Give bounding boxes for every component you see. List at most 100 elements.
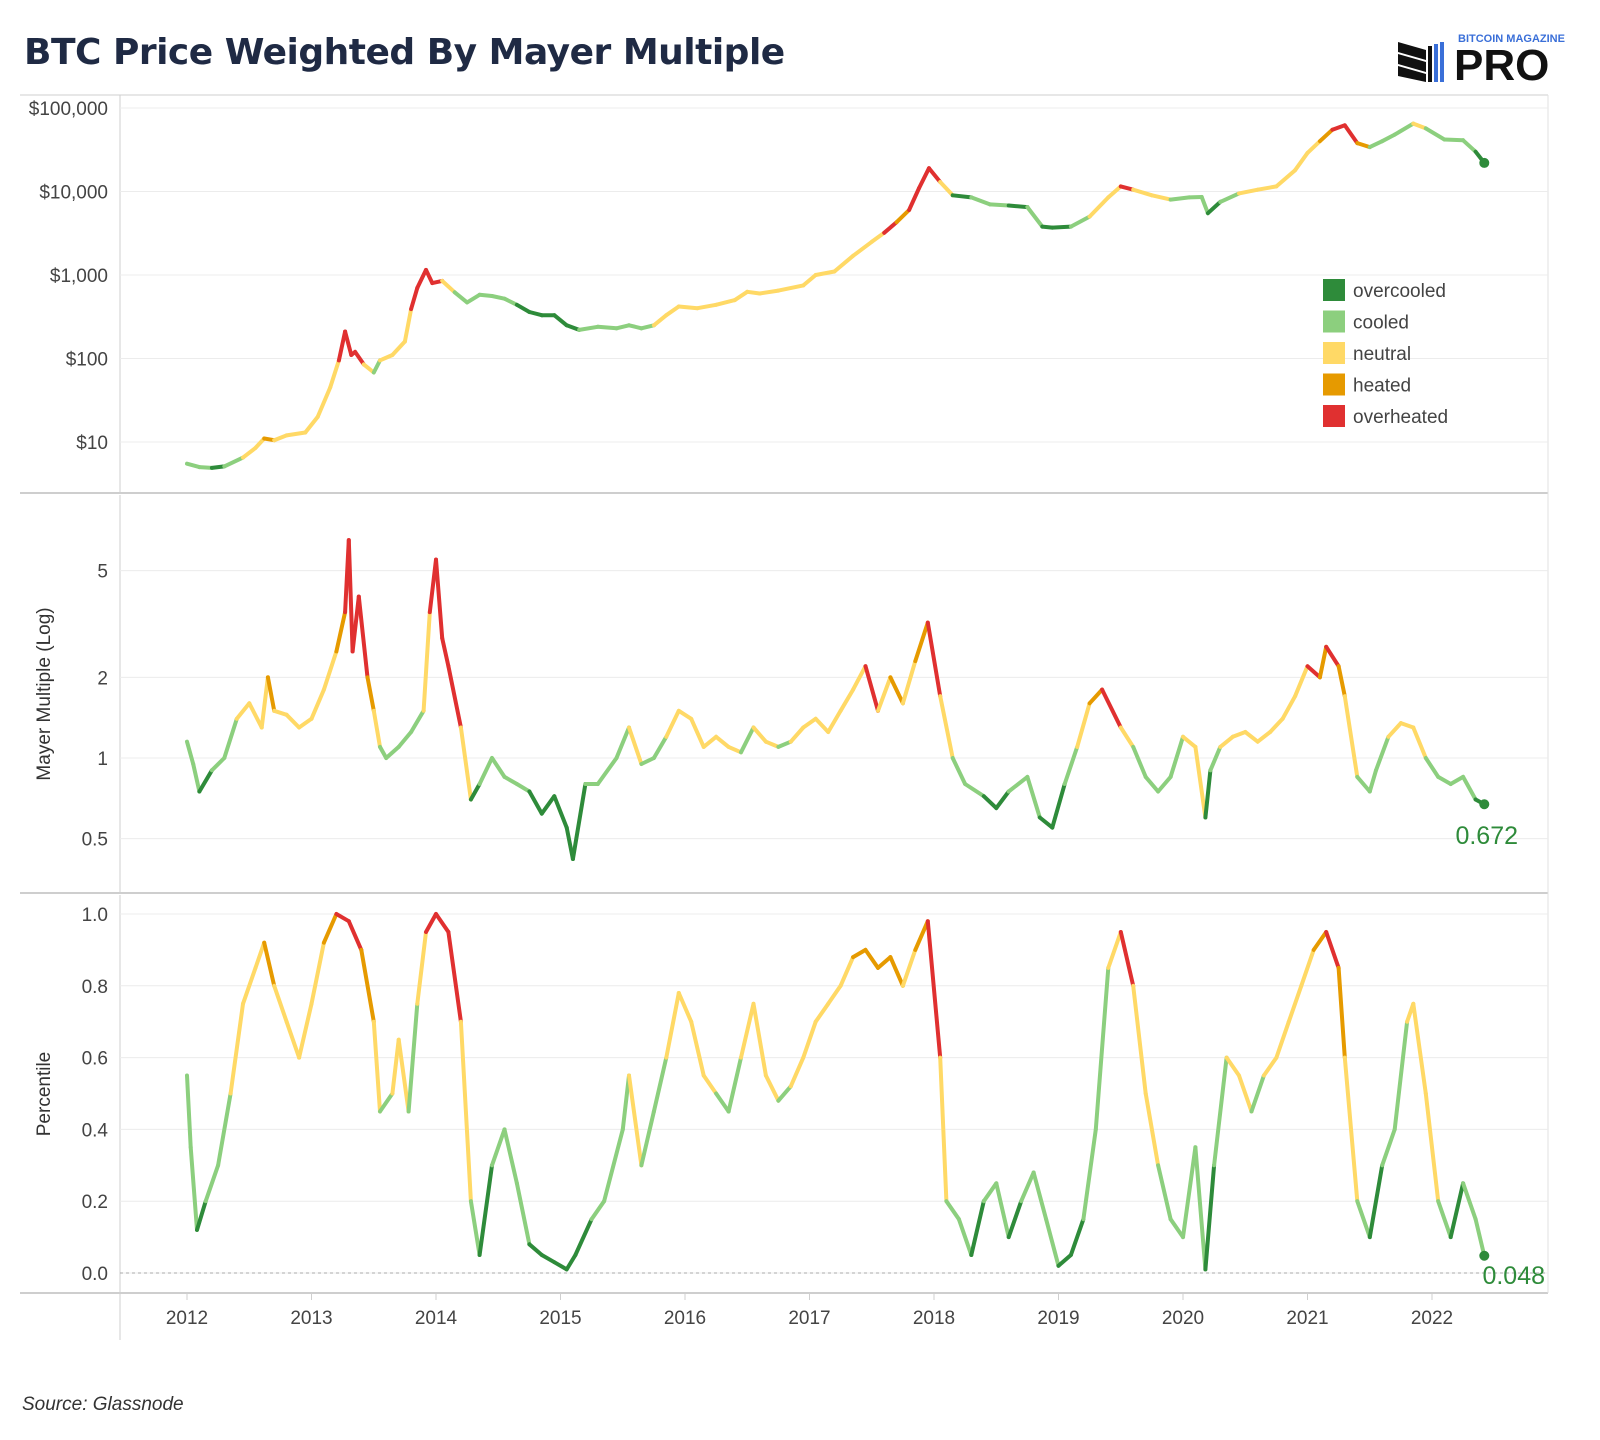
series-segment: [876, 955, 893, 970]
series-segment: [209, 464, 227, 470]
series-segment: [284, 712, 302, 730]
series-segment: [925, 919, 943, 1060]
series-segment: [639, 756, 656, 766]
series-segment: [390, 339, 407, 357]
series-segment: [272, 433, 289, 443]
series-segment: [1212, 1055, 1229, 1168]
series-segment: [1106, 930, 1123, 970]
series-segment: [1181, 1145, 1198, 1240]
series-segment: [788, 725, 806, 744]
series-segment: [402, 307, 414, 344]
x-tick-label: 2021: [1286, 1308, 1328, 1329]
series-segment: [1006, 203, 1030, 210]
series-segment: [695, 302, 719, 311]
series-segment: [384, 744, 401, 760]
x-tick-label: 2018: [913, 1308, 955, 1329]
series-segment: [776, 1084, 793, 1103]
series-segment: [1093, 965, 1111, 1132]
series-segment: [527, 310, 544, 318]
series-segment: [838, 955, 856, 988]
series-segment: [1473, 1217, 1487, 1258]
series-segment: [458, 725, 473, 802]
series-segment: [826, 983, 843, 1006]
logo-line1: BITCOIN MAGAZINE: [1458, 33, 1565, 45]
y-tick-label: $100,000: [29, 99, 108, 120]
x-tick-label: 2017: [788, 1308, 830, 1329]
series-segment: [1367, 768, 1378, 794]
series-segment: [365, 675, 376, 713]
series-segment: [994, 789, 1011, 811]
series-segment: [1386, 721, 1403, 739]
series-segment: [396, 730, 414, 749]
series-segment: [415, 267, 428, 290]
series-segment: [577, 324, 600, 332]
series-segment: [465, 292, 482, 305]
series-segment: [552, 794, 569, 830]
series-segment: [514, 302, 532, 314]
x-tick-label: 2014: [415, 1308, 458, 1329]
series-segment: [390, 1037, 401, 1096]
series-segment: [776, 283, 806, 293]
series-segment: [539, 1253, 557, 1265]
series-segment: [552, 1260, 569, 1272]
y-tick-label: $1,000: [50, 266, 108, 287]
series-segment: [714, 734, 731, 749]
series-segment: [527, 1242, 544, 1257]
series-segment: [371, 708, 382, 749]
series-segment: [1081, 1127, 1098, 1222]
series-segment: [1274, 1019, 1291, 1060]
series-segment: [1149, 193, 1173, 202]
series-segment: [1274, 168, 1298, 189]
series-segment: [1118, 930, 1136, 988]
series-segment: [216, 1091, 233, 1168]
series-segment: [838, 687, 856, 713]
x-tick-label: 2022: [1411, 1308, 1453, 1329]
x-tick-label: 2019: [1037, 1308, 1079, 1329]
series-segment: [315, 385, 333, 419]
series-segment: [564, 323, 582, 332]
series-segment: [1336, 965, 1347, 1060]
logo-mark-icon: [1398, 42, 1444, 82]
series-segment: [714, 298, 737, 307]
series-segment: [440, 636, 451, 669]
series-segment: [956, 1217, 974, 1257]
series-segment: [745, 289, 762, 296]
series-segment: [851, 947, 868, 960]
series-segment: [1293, 664, 1310, 699]
x-tick-label: 2013: [290, 1308, 332, 1329]
series-segment: [739, 1001, 756, 1060]
series-segment: [197, 465, 214, 470]
series-segment: [788, 1055, 806, 1089]
series-segment: [701, 734, 719, 749]
series-segment: [309, 687, 326, 721]
series-segment: [927, 166, 943, 184]
series-segment: [1249, 1073, 1266, 1114]
series-segment: [490, 756, 507, 779]
series-segment: [714, 1091, 731, 1114]
series-segment: [751, 1001, 768, 1078]
series-segment: [309, 940, 326, 1006]
series-segment: [1168, 1217, 1185, 1240]
series-segment: [222, 455, 245, 469]
series-segment: [900, 947, 918, 988]
series-segment: [378, 1091, 395, 1114]
series-segment: [321, 912, 339, 945]
series-segment: [328, 358, 341, 390]
series-segment: [502, 1127, 519, 1186]
series-segment: [371, 358, 382, 375]
series-segment: [262, 940, 277, 988]
series-segment: [595, 756, 619, 786]
series-segment: [477, 1163, 494, 1257]
series-segment: [1374, 734, 1391, 773]
series-segment: [378, 353, 395, 363]
series-segment: [925, 620, 943, 699]
legend-swatch: [1323, 405, 1345, 427]
series-segment: [614, 725, 631, 760]
series-segment: [627, 1073, 644, 1168]
series-segment: [424, 912, 438, 934]
series-segment: [1181, 734, 1198, 749]
y-tick-label: 0.0: [82, 1264, 108, 1285]
series-segment: [490, 1127, 507, 1168]
series-segment: [452, 290, 470, 305]
series-segment: [1044, 1217, 1061, 1268]
